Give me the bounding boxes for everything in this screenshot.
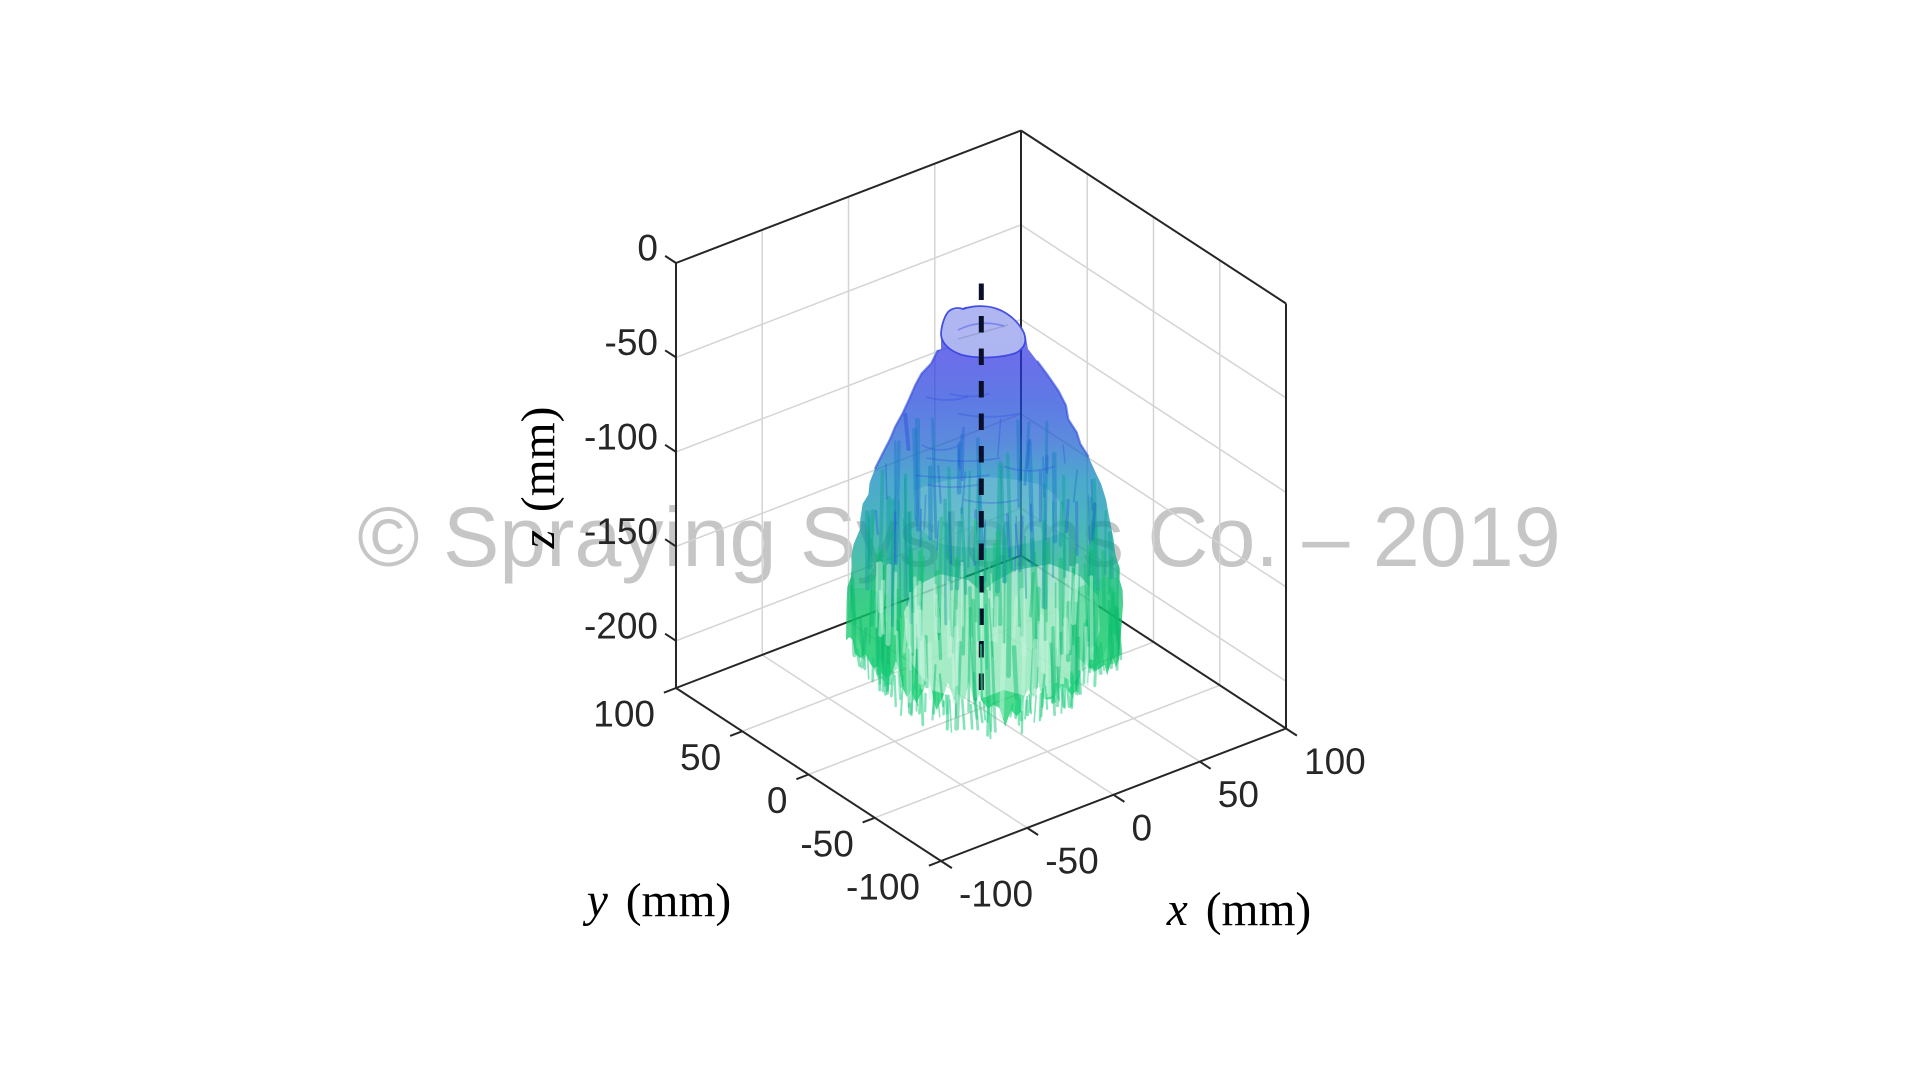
svg-text:y (mm): y (mm) bbox=[583, 875, 732, 927]
svg-text:50: 50 bbox=[1218, 774, 1259, 815]
svg-text:0: 0 bbox=[767, 780, 788, 821]
svg-text:-50: -50 bbox=[605, 322, 658, 363]
svg-text:-50: -50 bbox=[1045, 840, 1098, 881]
svg-text:50: 50 bbox=[680, 737, 721, 778]
svg-text:x (mm): x (mm) bbox=[1166, 884, 1312, 936]
svg-text:100: 100 bbox=[593, 694, 655, 735]
svg-text:-100: -100 bbox=[846, 867, 920, 908]
svg-text:z (mm): z (mm) bbox=[513, 407, 565, 550]
svg-text:100: 100 bbox=[1304, 741, 1366, 782]
svg-text:-50: -50 bbox=[800, 823, 853, 864]
svg-text:-150: -150 bbox=[584, 511, 658, 552]
svg-text:-200: -200 bbox=[584, 605, 658, 646]
svg-text:-100: -100 bbox=[959, 874, 1033, 915]
svg-text:0: 0 bbox=[1132, 807, 1153, 848]
svg-text:0: 0 bbox=[637, 228, 658, 269]
svg-text:-100: -100 bbox=[584, 416, 658, 457]
